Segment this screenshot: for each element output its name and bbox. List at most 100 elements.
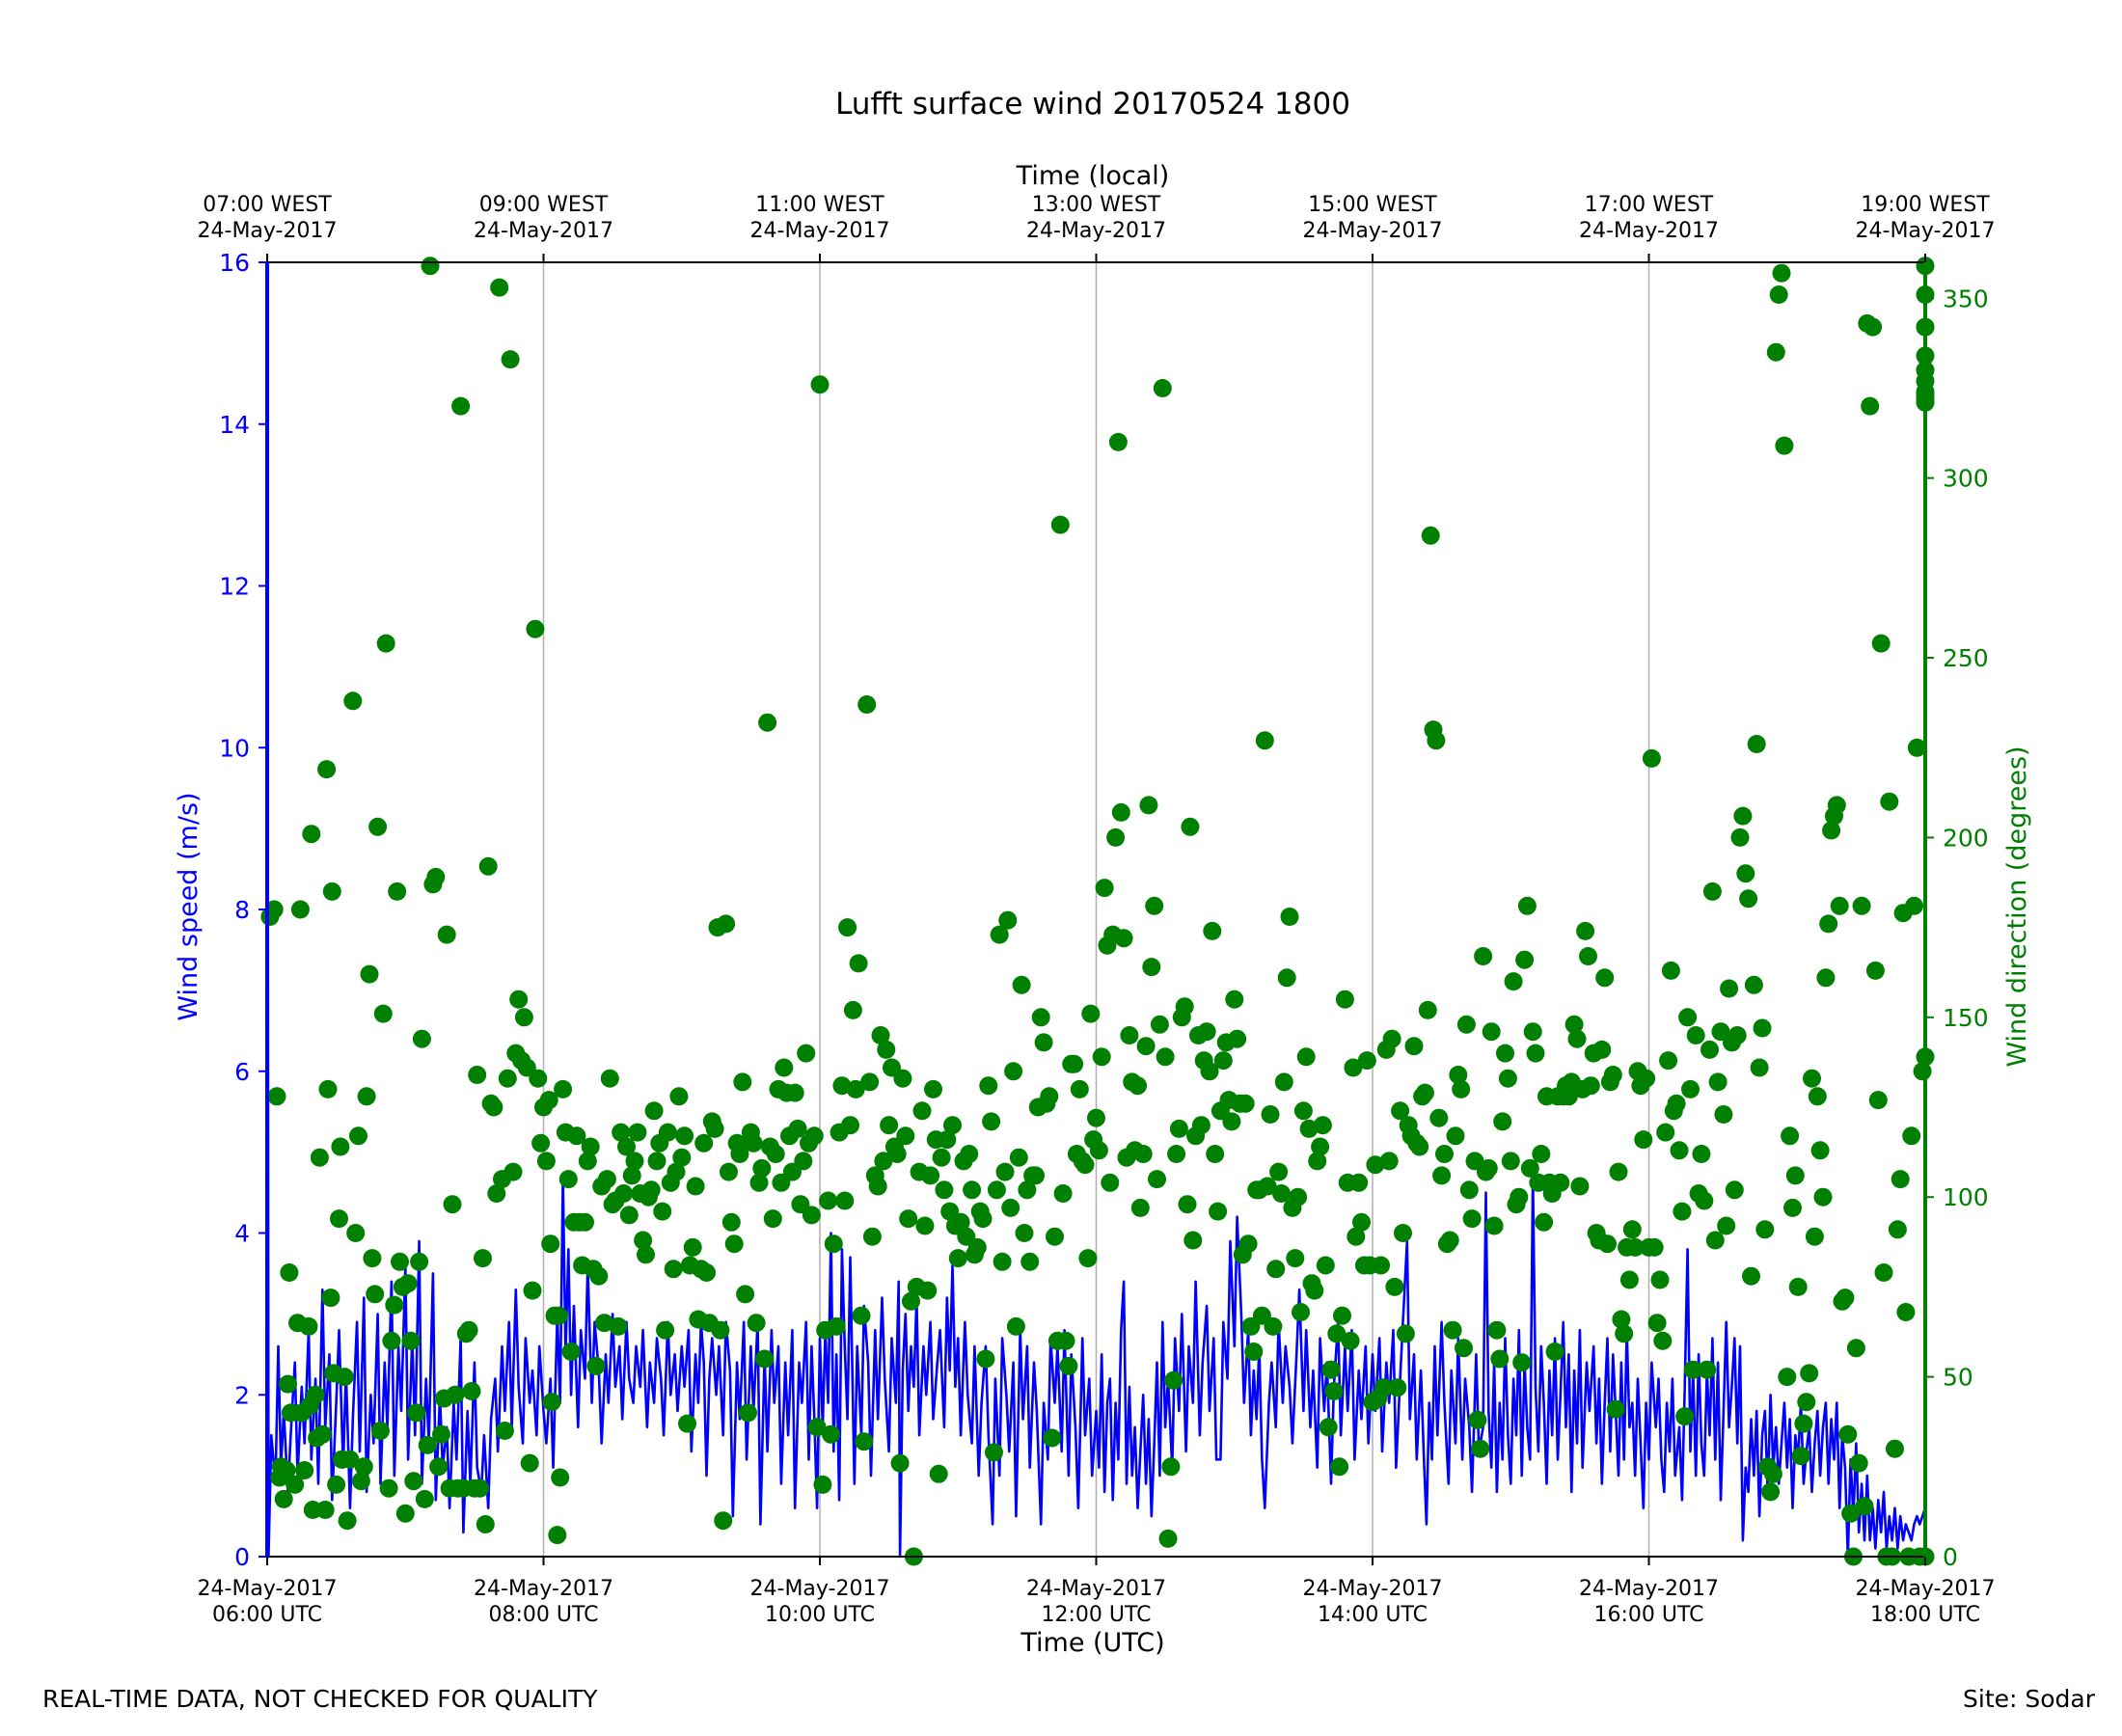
direction-point — [1791, 1447, 1810, 1466]
direction-point — [541, 1234, 560, 1254]
direction-point — [1089, 1141, 1108, 1160]
direction-point — [1656, 1123, 1675, 1142]
direction-point — [1659, 1051, 1678, 1071]
bottom-tick-date: 24-May-2017 — [198, 1577, 338, 1601]
direction-point — [1145, 896, 1164, 915]
direction-point — [675, 1126, 694, 1146]
direction-point — [744, 1133, 763, 1153]
direction-point — [1114, 929, 1133, 948]
direction-point — [1078, 1249, 1098, 1268]
direction-point — [432, 1424, 450, 1444]
direction-point — [929, 1464, 948, 1483]
direction-point — [1827, 796, 1846, 815]
direction-point — [841, 1116, 859, 1135]
direction-point — [1692, 1145, 1711, 1163]
bottom-axis-label: Time (UTC) — [1020, 1628, 1164, 1658]
direction-point — [802, 1206, 821, 1225]
direction-point — [578, 1152, 597, 1171]
direction-point — [1443, 1320, 1462, 1340]
direction-point — [1120, 1026, 1139, 1044]
direction-point — [1305, 1281, 1324, 1300]
top-tick-time: 09:00 WEST — [479, 193, 609, 217]
left-tick-label: 14 — [219, 411, 250, 439]
bottom-tick-date: 24-May-2017 — [1856, 1577, 1996, 1601]
speed-series — [265, 261, 1927, 1559]
left-axis-label: Wind speed (m/s) — [174, 792, 204, 1020]
direction-point — [1763, 1464, 1782, 1483]
direction-point — [446, 1385, 465, 1404]
direction-point — [1891, 1170, 1910, 1189]
direction-point — [647, 1152, 667, 1171]
direction-point — [1559, 1087, 1578, 1106]
direction-point — [819, 1191, 838, 1210]
direction-point — [637, 1245, 655, 1264]
direction-point — [1515, 950, 1535, 969]
direction-point — [1347, 1227, 1366, 1246]
direction-point — [739, 1403, 757, 1423]
direction-point — [1482, 1022, 1501, 1042]
direction-point — [619, 1206, 639, 1225]
direction-point — [1861, 396, 1880, 416]
direction-point — [1695, 1191, 1714, 1210]
direction-point — [857, 695, 877, 714]
direction-point — [1440, 1231, 1459, 1250]
direction-point — [868, 1177, 887, 1196]
direction-point — [932, 1148, 951, 1167]
direction-point — [733, 1072, 752, 1092]
direction-point — [1293, 1101, 1313, 1121]
direction-point — [1313, 1116, 1332, 1135]
direction-point — [290, 900, 310, 919]
right-tick-label: 350 — [1943, 285, 1989, 312]
direction-point — [1059, 1356, 1078, 1375]
direction-point — [1523, 1022, 1542, 1042]
top-tick-date: 24-May-2017 — [1026, 219, 1166, 243]
direction-point — [1783, 1198, 1802, 1217]
direction-point — [1888, 1220, 1907, 1239]
direction-point — [360, 964, 379, 984]
direction-point — [1065, 1054, 1084, 1073]
direction-point — [634, 1231, 653, 1250]
direction-point — [973, 1209, 993, 1229]
direction-point — [478, 856, 498, 876]
direction-point — [995, 1162, 1015, 1181]
direction-point — [1012, 975, 1031, 994]
direction-point — [1595, 968, 1615, 988]
direction-point — [747, 1314, 766, 1333]
direction-point — [1653, 1331, 1673, 1350]
direction-point — [595, 1314, 613, 1333]
direction-point — [1717, 1216, 1736, 1235]
direction-point — [1394, 1224, 1412, 1242]
direction-point — [354, 1457, 373, 1477]
direction-point — [667, 1162, 686, 1181]
direction-point — [711, 1320, 730, 1340]
direction-point — [443, 1195, 462, 1214]
direction-point — [896, 1126, 915, 1146]
direction-point — [279, 1374, 297, 1394]
direction-point — [1225, 990, 1244, 1009]
direction-point — [694, 1133, 714, 1153]
direction-point — [315, 1501, 335, 1519]
direction-point — [1501, 1152, 1520, 1171]
direction-point — [346, 1224, 366, 1242]
direction-point — [1852, 896, 1871, 915]
direction-point — [531, 1133, 551, 1153]
direction-point — [1178, 1195, 1197, 1214]
direction-point — [1471, 1439, 1490, 1458]
top-tick-time: 19:00 WEST — [1861, 193, 1990, 217]
top-tick-time: 15:00 WEST — [1308, 193, 1437, 217]
direction-point — [1841, 1504, 1861, 1523]
direction-point — [1855, 1497, 1874, 1516]
direction-point — [1592, 1040, 1612, 1059]
direction-point — [1819, 914, 1838, 934]
direction-point — [366, 1285, 385, 1304]
direction-point — [720, 1162, 738, 1181]
direction-point — [775, 1058, 794, 1077]
direction-point — [1736, 864, 1755, 883]
direction-point — [1880, 792, 1899, 811]
direction-point — [1269, 1162, 1289, 1181]
direction-point — [349, 1126, 367, 1146]
direction-point — [1535, 1212, 1554, 1232]
top-tick-date: 24-May-2017 — [1856, 219, 1996, 243]
direction-point — [1427, 731, 1446, 750]
direction-point — [1625, 1237, 1645, 1257]
